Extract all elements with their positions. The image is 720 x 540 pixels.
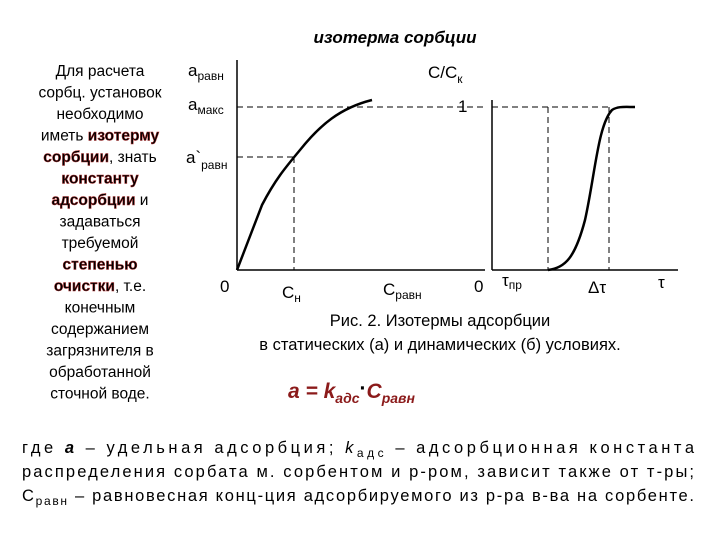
static-plot: aравн aмакс a`равн 0 Cн Cравн bbox=[186, 60, 485, 305]
caption-line: в статических (а) и динамических (б) усл… bbox=[259, 336, 620, 354]
key-term: константу bbox=[61, 171, 139, 188]
label-main: C bbox=[383, 280, 395, 299]
text-line: Для расчета bbox=[56, 63, 145, 80]
x-label: τпр bbox=[502, 271, 522, 292]
key-term: степенью bbox=[63, 257, 138, 274]
text-line: сорбц. установок bbox=[38, 85, 161, 102]
label-main: C/C bbox=[428, 63, 457, 82]
text-run: загрязнителя в bbox=[46, 343, 154, 360]
footer-run: а bbox=[65, 439, 74, 457]
breakthrough-curve bbox=[547, 105, 636, 272]
text-line: содержанием bbox=[51, 321, 149, 338]
text-run: обработанной bbox=[49, 364, 151, 381]
formula-part: С bbox=[367, 380, 383, 403]
y-label: a`равн bbox=[186, 148, 227, 172]
label-main: τ bbox=[502, 271, 509, 290]
text-line: задаваться bbox=[59, 214, 140, 231]
text-run: задаваться bbox=[59, 214, 140, 231]
formula-sub: равн bbox=[381, 390, 416, 406]
footer-run: – адсорбционная константа bbox=[387, 439, 695, 457]
text-run: сточной воде. bbox=[50, 386, 150, 403]
footer-run: – равновесная конц-ция адсорбируемого из… bbox=[69, 487, 694, 505]
formula-sub: адс bbox=[335, 390, 359, 406]
text-line: сточной воде. bbox=[50, 386, 150, 403]
footer: где а – удельная адсорбция; k адс – адсор… bbox=[22, 439, 695, 508]
footer-line: распределения сорбата м. сорбентом и р-р… bbox=[22, 463, 694, 481]
key-term: изотерму bbox=[88, 128, 160, 145]
y-label: aравн bbox=[188, 61, 224, 83]
label-main: a bbox=[188, 95, 198, 114]
footer-run: – удельная адсорбция; bbox=[78, 439, 342, 457]
y-label: aмакс bbox=[188, 95, 224, 117]
text-run: конечным bbox=[65, 300, 136, 317]
x-label: Δτ bbox=[588, 278, 606, 297]
text-line: необходимо bbox=[57, 106, 144, 123]
text-run: сорбц. установок bbox=[38, 85, 161, 102]
y-label: C/Cк bbox=[428, 63, 463, 86]
origin-label: 0 bbox=[474, 277, 483, 296]
footer-run: равн bbox=[36, 494, 67, 508]
footer-line: где а – удельная адсорбция; k адс – адсор… bbox=[22, 439, 695, 460]
footer-run: где bbox=[22, 439, 61, 457]
key-term: очистки bbox=[54, 278, 115, 295]
label-sub: равн bbox=[197, 69, 223, 83]
text-line: иметь изотерму bbox=[41, 128, 160, 145]
title: изотерма сорбции bbox=[314, 28, 478, 47]
label-sub: равн bbox=[201, 158, 227, 172]
text-line: загрязнителя в bbox=[46, 343, 154, 360]
text-line: константу bbox=[61, 171, 139, 188]
label-main: a` bbox=[186, 148, 201, 167]
text-line: конечным bbox=[65, 300, 136, 317]
x-label: τ bbox=[658, 273, 665, 292]
left-text: Для расчета сорбц. установок необходимо име… bbox=[38, 63, 161, 403]
text-line: сорбции, знать bbox=[43, 149, 156, 166]
label-sub: н bbox=[294, 291, 301, 305]
dynamic-plot: C/Cк 1 0 τпр Δτ τ bbox=[428, 63, 678, 297]
label-sub: макс bbox=[197, 103, 223, 117]
key-term: сорбции bbox=[43, 149, 109, 166]
footer-run: C bbox=[22, 487, 34, 505]
text-run: и bbox=[136, 192, 149, 209]
key-term: адсорбции bbox=[52, 192, 136, 209]
footer-run: адс bbox=[357, 446, 384, 460]
text-line: обработанной bbox=[49, 364, 151, 381]
y-one-label: 1 bbox=[458, 97, 467, 116]
text-run: иметь bbox=[41, 128, 88, 145]
text-run: содержанием bbox=[51, 321, 149, 338]
x-label: Cн bbox=[282, 283, 301, 305]
label-sub: равн bbox=[395, 288, 421, 302]
footer-run: k bbox=[345, 439, 354, 457]
label-main: C bbox=[282, 283, 294, 302]
text-line: требуемой bbox=[62, 235, 139, 252]
x-label: Cравн bbox=[383, 280, 422, 302]
label-sub: к bbox=[457, 72, 463, 86]
label-main: a bbox=[188, 61, 198, 80]
text-run: , знать bbox=[109, 149, 157, 166]
origin-label: 0 bbox=[220, 277, 229, 296]
label-sub: пр bbox=[509, 278, 522, 292]
isotherm-curve bbox=[235, 98, 373, 271]
text-line: степенью bbox=[63, 257, 138, 274]
text-run: Для расчета bbox=[56, 63, 145, 80]
text-run: , т.е. bbox=[115, 278, 146, 295]
text-run: необходимо bbox=[57, 106, 144, 123]
formula-part: · bbox=[360, 377, 367, 400]
footer-run: распределения сорбата м. сорбентом и р-р… bbox=[22, 463, 694, 481]
formula: а = kадс·Сравн bbox=[288, 377, 415, 406]
text-run: требуемой bbox=[62, 235, 139, 252]
text-line: адсорбции и bbox=[52, 192, 149, 209]
caption-line: Рис. 2. Изотермы адсорбции bbox=[330, 312, 550, 330]
text-line: очистки, т.е. bbox=[54, 278, 146, 295]
formula-part: а = k bbox=[288, 380, 337, 403]
